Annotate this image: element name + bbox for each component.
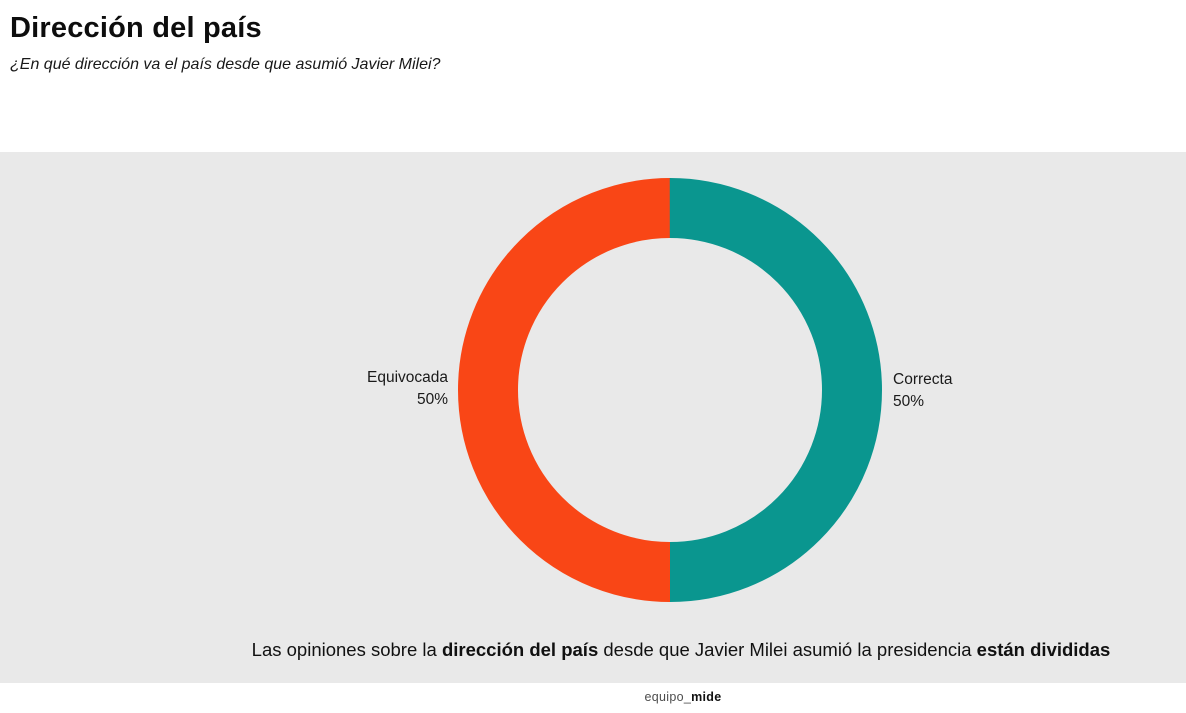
footer-brand: equipo_mide (644, 690, 722, 704)
slice-percent: 50% (893, 392, 925, 410)
page-title: Dirección del país (10, 12, 262, 44)
donut-arcs (458, 178, 882, 602)
donut-slice-correcta (458, 178, 882, 602)
page-subtitle: ¿En qué dirección va el país desde que a… (10, 56, 441, 73)
slice-name: Correcta (893, 371, 953, 388)
slice-percent: 50% (416, 390, 448, 408)
chart-caption: Las opiniones sobre la dirección del paí… (251, 639, 1111, 660)
slice-label-equivocada: Equivocada 50% (367, 367, 448, 410)
slice-label-correcta: Correcta 50% (893, 369, 952, 412)
slice-name: Equivocada (366, 369, 448, 386)
donut-chart (458, 178, 882, 602)
